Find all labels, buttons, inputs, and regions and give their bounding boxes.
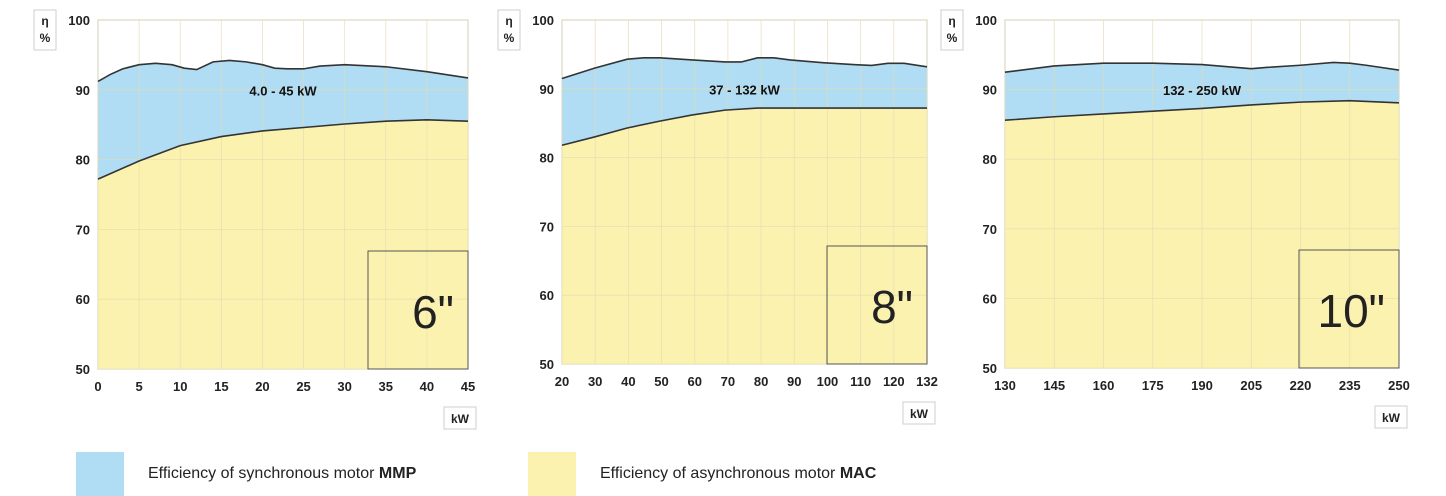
x-axis-label-box [902,401,936,425]
series-line-synchronous [97,59,469,83]
x-tick-label: 235 [1339,378,1361,393]
efficiency-chart-6in: 6" 4.0 - 45 kW 50 60 70 80 90 100 0 5 10 15 20 25 30 35… [30,0,490,440]
x-tick-label: 30 [337,379,351,394]
x-tick-label: 130 [994,378,1016,393]
size-box [826,245,928,365]
size-label: 10" [1318,285,1386,337]
x-tick-label: 205 [1240,378,1262,393]
legend-label-asynchronous: Efficiency of asynchronous motor MAC [600,465,877,482]
x-tick-label: 100 [817,374,839,389]
y-tick-label: 100 [975,13,997,28]
x-tick-label: 35 [379,379,393,394]
x-tick-label: 20 [555,374,569,389]
chart-svg: 8" 37 - 132 kW 50 60 70 80 90 100 20 30 40 50 60 70 80… [497,9,938,425]
y-tick-label: 100 [68,13,90,28]
x-tick-label: 80 [754,374,768,389]
x-tick-label: 70 [721,374,735,389]
series-area-asynchronous [98,119,468,370]
series-line-synchronous [1004,61,1400,73]
legend-swatch-synchronous [76,452,124,496]
x-tick-label: 40 [420,379,434,394]
efficiency-chart-8in: 8" 37 - 132 kW 50 60 70 80 90 100 20 30 40 50 60 70 80… [497,0,955,440]
x-tick-label: 175 [1142,378,1164,393]
y-tick-label: 70 [540,219,554,234]
y-axis-unit: % [40,31,51,45]
chart-svg: 6" 4.0 - 45 kW 50 60 70 80 90 100 0 5 10 15 20 25 30 35… [33,9,477,430]
y-tick-label: 50 [76,362,90,377]
x-tick-label: 220 [1290,378,1312,393]
x-tick-label: 10 [173,379,187,394]
y-tick-label: 60 [983,291,997,306]
y-axis-unit: % [504,31,515,45]
x-tick-label: 120 [883,374,905,389]
y-tick-label: 60 [540,288,554,303]
x-tick-label: 60 [687,374,701,389]
legend-item-synchronous: Efficiency of synchronous motor MMP [76,452,416,496]
x-tick-label: 160 [1093,378,1115,393]
x-tick-label: 40 [621,374,635,389]
series-area-asynchronous [562,108,927,365]
y-tick-label: 80 [76,153,90,168]
x-tick-label: 50 [654,374,668,389]
y-tick-label: 90 [76,83,90,98]
series-line-asynchronous [561,107,927,146]
legend-label-synchronous: Efficiency of synchronous motor MMP [148,465,417,482]
y-tick-label: 90 [983,83,997,98]
x-tick-label: 30 [588,374,602,389]
y-axis-label-box [33,9,57,51]
series-line-asynchronous [97,119,469,180]
y-axis-label-box [497,9,521,51]
chart-svg: 10" 132 - 250 kW 50 60 70 80 90 100 130 145 160 175… [940,9,1410,429]
y-tick-label: 80 [983,152,997,167]
x-axis-label-box [1374,405,1408,429]
y-tick-label: 50 [540,357,554,372]
size-box [367,250,469,370]
y-tick-label: 70 [983,222,997,237]
size-box [1298,249,1400,369]
x-axis-label: kW [910,407,929,421]
x-tick-label: 132 [916,374,938,389]
y-tick-label: 50 [983,361,997,376]
x-axis-label: kW [451,412,470,426]
range-label: 37 - 132 kW [709,82,781,97]
x-tick-label: 15 [214,379,228,394]
efficiency-chart-10in: 10" 132 - 250 kW 50 60 70 80 90 100 130 145 160 175… [940,0,1430,440]
y-axis-label: η [41,14,48,28]
size-label: 6" [412,286,454,338]
series-line-synchronous [561,57,928,80]
x-tick-label: 110 [850,374,871,389]
x-tick-label: 5 [135,379,142,394]
size-label: 8" [871,281,913,333]
x-axis-label: kW [1382,411,1401,425]
x-tick-label: 90 [787,374,801,389]
x-tick-label: 190 [1191,378,1213,393]
y-tick-label: 90 [540,82,554,97]
y-tick-label: 100 [532,13,554,28]
x-tick-label: 45 [461,379,475,394]
x-tick-label: 0 [94,379,101,394]
y-axis-label-box [940,9,964,51]
range-label: 4.0 - 45 kW [249,83,317,98]
range-label: 132 - 250 kW [1163,83,1242,98]
y-axis-label: η [505,14,512,28]
y-tick-label: 60 [76,292,90,307]
x-tick-label: 145 [1043,378,1065,393]
legend-swatch-asynchronous [528,452,576,496]
x-tick-label: 25 [296,379,310,394]
x-tick-label: 20 [255,379,269,394]
x-axis-label-box [443,406,477,430]
y-tick-label: 70 [76,222,90,237]
y-tick-label: 80 [540,151,554,166]
series-line-asynchronous [1004,99,1400,122]
legend-item-asynchronous: Efficiency of asynchronous motor MAC [528,452,876,496]
y-axis-unit: % [947,31,958,45]
x-tick-label: 250 [1388,378,1410,393]
y-axis-label: η [948,14,955,28]
